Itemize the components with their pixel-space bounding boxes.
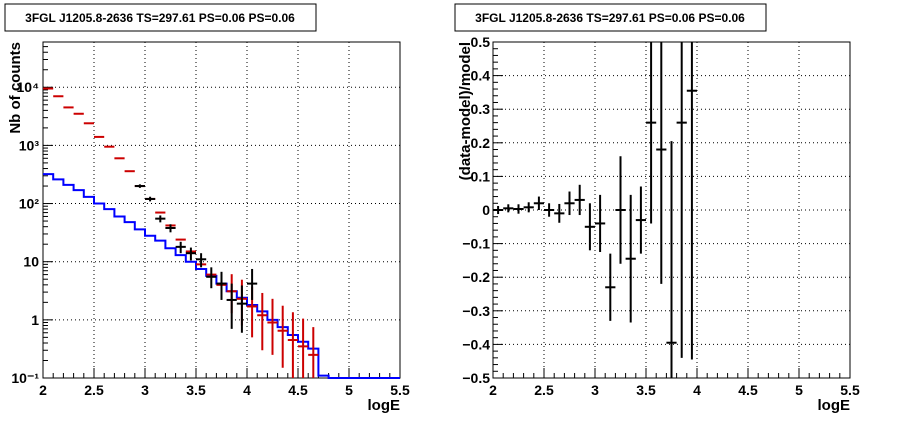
residuals-x-tick-label: 5.5 [840, 382, 860, 398]
residuals-y-tick-label: −0.3 [462, 303, 490, 319]
residuals-x-tick-label: 4 [693, 382, 701, 398]
counts-y-tick-label: 1 [31, 312, 39, 328]
counts-panel: 3FGL J1205.8-2636 TS=297.61 PS=0.06 PS=0… [4, 3, 410, 414]
counts-x-tick-label: 3 [141, 382, 149, 398]
residuals-y-tick-label: 0.4 [471, 68, 491, 84]
counts-x-tick-label: 3.5 [186, 382, 206, 398]
counts-x-tick-label: 4.5 [288, 382, 308, 398]
residuals-y-tick-label: −0.5 [462, 370, 490, 386]
residuals-x-tick-label: 5 [795, 382, 803, 398]
counts-y-tick-label: 10² [19, 196, 40, 212]
residuals-y-tick-label: 0.3 [471, 101, 491, 117]
residuals-y-tick-label: 0.2 [471, 135, 491, 151]
residuals-x-tick-label: 3 [591, 382, 599, 398]
counts-y-tick-label: 10³ [19, 137, 40, 153]
residuals-y-tick-label: 0 [482, 202, 490, 218]
counts-title: 3FGL J1205.8-2636 TS=297.61 PS=0.06 PS=0… [25, 11, 295, 25]
residuals-x-tick-label: 4.5 [738, 382, 758, 398]
residuals-y-tick-label: 0.5 [471, 34, 491, 50]
counts-x-tick-label: 5.5 [390, 382, 410, 398]
residuals-y-axis-label: (data-model)/model [457, 42, 474, 180]
residuals-y-tick-label: −0.1 [462, 236, 490, 252]
residuals-x-tick-label: 2.5 [534, 382, 554, 398]
residuals-y-tick-label: 0.1 [471, 168, 491, 184]
residuals-x-tick-label: 2 [489, 382, 497, 398]
counts-title-box [4, 3, 317, 32]
residuals-x-tick-label: 3.5 [636, 382, 656, 398]
residuals-y-tick-label: −0.2 [462, 269, 490, 285]
counts-x-tick-label: 2.5 [84, 382, 104, 398]
residuals-panel: 3FGL J1205.8-2636 TS=297.61 PS=0.06 PS=0… [454, 3, 860, 414]
residuals-y-tick-label: −0.4 [462, 336, 490, 352]
counts-y-tick-label: 10⁻¹ [11, 370, 39, 386]
counts-y-tick-label: 10 [23, 254, 39, 270]
counts-x-tick-label: 5 [345, 382, 353, 398]
residuals-x-axis-label: logE [818, 397, 851, 414]
counts-x-axis-label: logE [368, 397, 401, 414]
counts-y-axis-label: Nb of counts [7, 42, 24, 134]
counts-x-tick-label: 2 [39, 382, 47, 398]
counts-y-tick-label: 10⁴ [17, 79, 40, 95]
residuals-title: 3FGL J1205.8-2636 TS=297.61 PS=0.06 PS=0… [475, 11, 745, 25]
counts-plot-frame [42, 41, 401, 379]
counts-x-tick-label: 4 [243, 382, 251, 398]
residuals-title-box [454, 3, 767, 32]
